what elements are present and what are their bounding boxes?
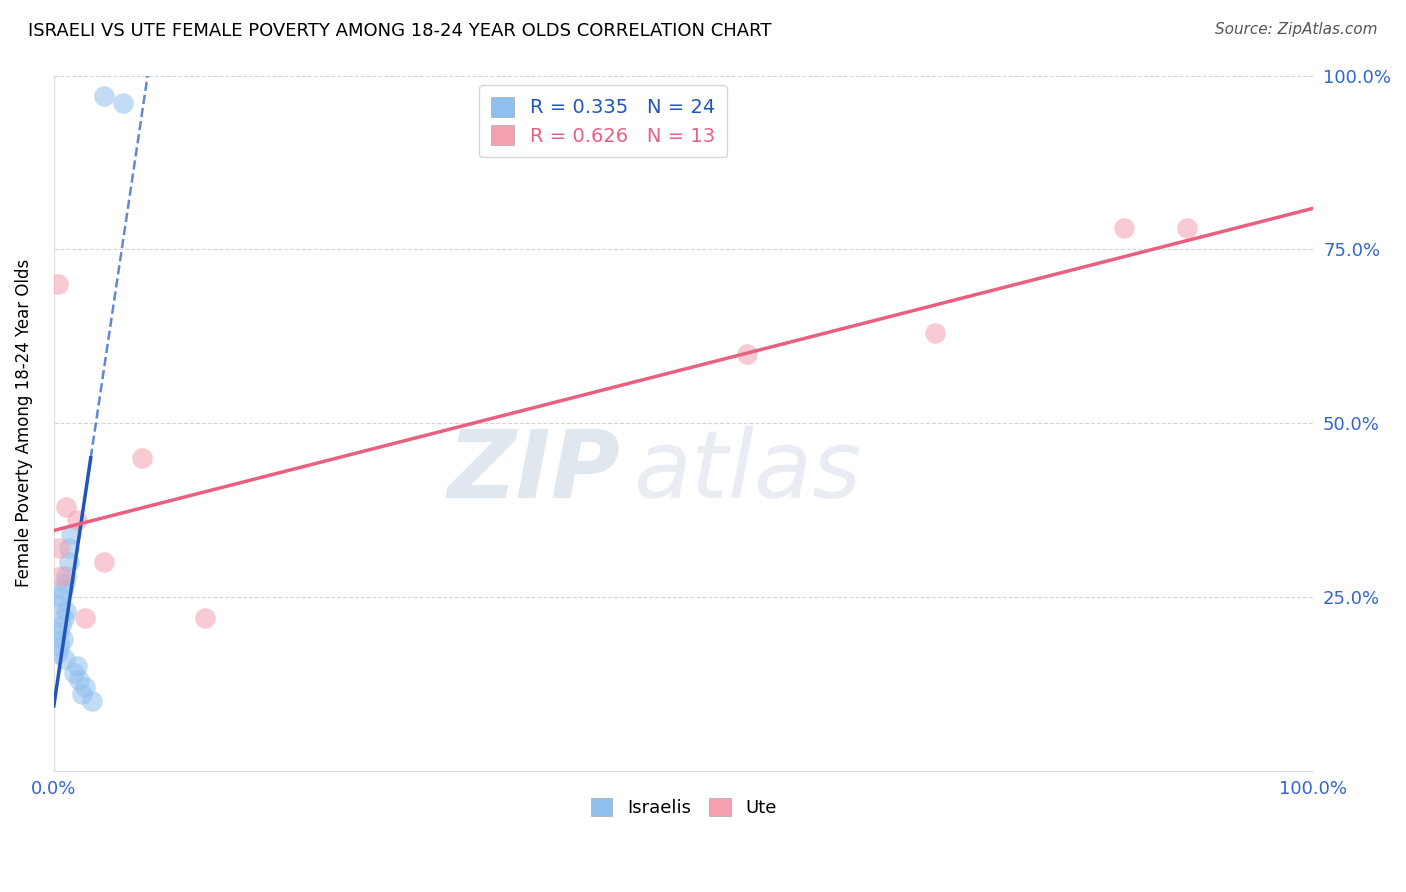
- Point: [924, 326, 946, 340]
- Point: [55, 569, 77, 583]
- Point: [1175, 221, 1198, 235]
- Point: [112, 96, 135, 111]
- Point: [70, 687, 93, 701]
- Text: ZIP: ZIP: [447, 425, 620, 517]
- Point: [58, 555, 80, 569]
- Point: [49, 590, 72, 604]
- Point: [48, 624, 70, 639]
- Y-axis label: Female Poverty Among 18-24 Year Olds: Female Poverty Among 18-24 Year Olds: [15, 259, 32, 587]
- Point: [194, 611, 217, 625]
- Point: [49, 639, 72, 653]
- Point: [131, 450, 153, 465]
- Point: [93, 89, 115, 103]
- Point: [46, 597, 69, 611]
- Point: [75, 680, 97, 694]
- Text: atlas: atlas: [633, 426, 862, 517]
- Point: [60, 527, 83, 541]
- Point: [52, 582, 75, 597]
- Point: [1114, 221, 1136, 235]
- Point: [55, 604, 77, 618]
- Point: [53, 652, 76, 666]
- Point: [93, 555, 115, 569]
- Point: [65, 513, 87, 527]
- Point: [735, 346, 758, 360]
- Point: [65, 659, 87, 673]
- Point: [51, 569, 73, 583]
- Legend: Israelis, Ute: Israelis, Ute: [583, 790, 783, 824]
- Text: Source: ZipAtlas.com: Source: ZipAtlas.com: [1215, 22, 1378, 37]
- Point: [55, 500, 77, 514]
- Point: [51, 617, 73, 632]
- Point: [46, 277, 69, 291]
- Point: [46, 646, 69, 660]
- Point: [75, 611, 97, 625]
- Point: [67, 673, 90, 688]
- Point: [63, 666, 86, 681]
- Point: [48, 541, 70, 556]
- Point: [52, 611, 75, 625]
- Point: [80, 694, 103, 708]
- Point: [53, 576, 76, 591]
- Point: [58, 541, 80, 556]
- Text: ISRAELI VS UTE FEMALE POVERTY AMONG 18-24 YEAR OLDS CORRELATION CHART: ISRAELI VS UTE FEMALE POVERTY AMONG 18-2…: [28, 22, 772, 40]
- Point: [52, 632, 75, 646]
